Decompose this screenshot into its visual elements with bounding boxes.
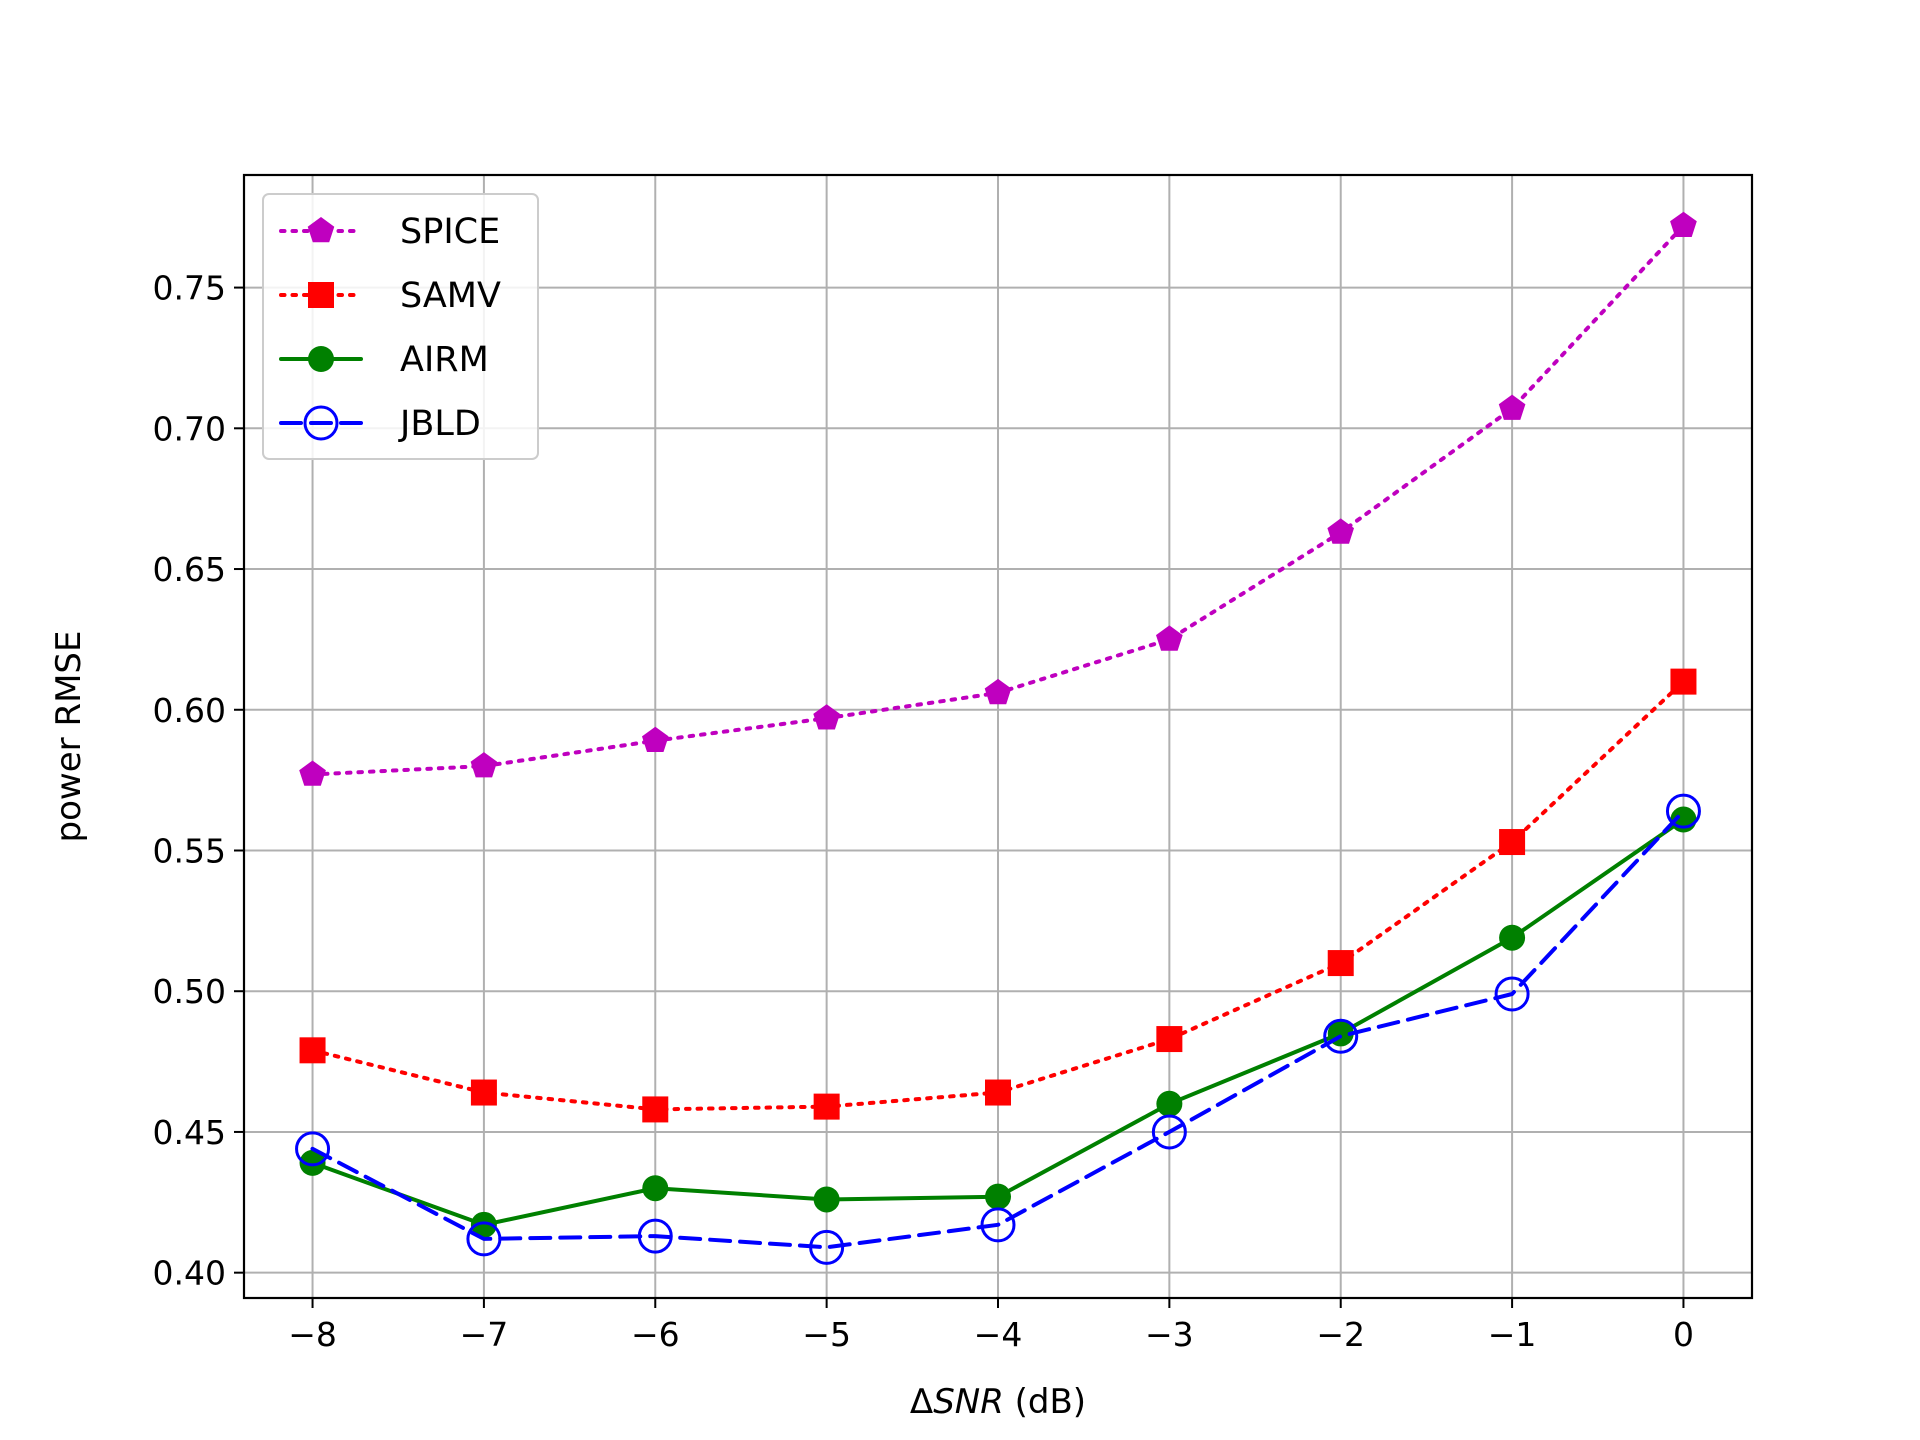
- legend-swatch-marker: [307, 217, 335, 243]
- airm-point: [1499, 924, 1526, 951]
- y-tick-label: 0.45: [153, 1113, 226, 1152]
- jbld-line: [310, 809, 1686, 1250]
- y-tick-label: 0.65: [153, 550, 226, 589]
- spice-point: [984, 678, 1012, 705]
- x-tick-label: −2: [1316, 1315, 1365, 1354]
- jbld-point: [1494, 976, 1530, 1012]
- jbld-point: [1323, 1018, 1359, 1054]
- jbld-point: [1665, 793, 1701, 829]
- y-tick-label: 0.60: [153, 691, 226, 730]
- x-tick-label: −7: [460, 1315, 509, 1354]
- jbld-point: [809, 1229, 845, 1265]
- series-samv: [299, 668, 1697, 1123]
- series-layer: [295, 211, 1701, 1265]
- y-tick-label: 0.55: [153, 831, 226, 870]
- samv-point: [1499, 829, 1526, 856]
- airm-point: [985, 1183, 1011, 1210]
- x-tick-label: −3: [1145, 1315, 1194, 1354]
- legend-box: [262, 193, 539, 460]
- legend-swatch-marker: [308, 282, 334, 308]
- y-tick-label: 0.40: [153, 1254, 226, 1293]
- legend-item-airm: AIRM: [279, 340, 489, 380]
- jbld-point: [1151, 1114, 1187, 1150]
- legend-label: SPICE: [400, 212, 500, 252]
- legend-item-jbld: JBLD: [279, 404, 481, 444]
- x-axis-label-var: SNR: [933, 1382, 1004, 1422]
- legend-label: SAMV: [400, 276, 501, 316]
- samv-point: [470, 1079, 497, 1106]
- samv-point: [1327, 950, 1354, 977]
- legend-swatch-marker: [303, 405, 339, 441]
- spice-point: [470, 752, 498, 778]
- legend-item-samv: SAMV: [279, 276, 501, 316]
- airm-point: [813, 1186, 840, 1213]
- x-tick-label: −6: [631, 1315, 680, 1354]
- samv-point: [1156, 1026, 1183, 1053]
- spice-point: [1327, 518, 1354, 544]
- spice-point: [299, 760, 326, 786]
- jbld-point: [295, 1131, 331, 1167]
- series-airm: [299, 806, 1697, 1238]
- airm-point: [470, 1211, 497, 1238]
- spice-point: [642, 726, 669, 752]
- x-tick-label: −8: [288, 1315, 337, 1354]
- spice-point: [1498, 394, 1526, 420]
- x-axis-label-unit: (dB): [1004, 1382, 1086, 1422]
- y-tick-label: 0.50: [153, 972, 226, 1011]
- x-tick-label: 0: [1673, 1315, 1694, 1354]
- legend-swatch-marker: [308, 346, 334, 372]
- x-axis-label-prefix: Δ: [910, 1382, 933, 1422]
- y-tick-label: 0.75: [153, 269, 226, 308]
- x-tick-label: −4: [974, 1315, 1023, 1354]
- series-jbld: [295, 793, 1701, 1265]
- y-tick-label: 0.70: [153, 409, 226, 448]
- x-tick-label: −1: [1488, 1315, 1537, 1354]
- airm-point: [1156, 1090, 1183, 1117]
- spice-point: [1670, 211, 1697, 237]
- samv-point: [813, 1093, 840, 1120]
- jbld-point: [980, 1207, 1016, 1243]
- spice-point: [813, 704, 840, 730]
- legend-item-spice: SPICE: [279, 212, 500, 252]
- jbld-point: [466, 1221, 502, 1257]
- legend: SPICE SAMV AIRM JBLD: [262, 193, 539, 460]
- airm-point: [299, 1149, 326, 1176]
- samv-point: [1670, 668, 1697, 695]
- series-spice: [299, 211, 1697, 786]
- legend-label: AIRM: [400, 340, 489, 380]
- airm-point: [642, 1175, 669, 1202]
- spice-point: [1156, 625, 1183, 651]
- x-axis-label: ΔSNR (dB): [910, 1382, 1086, 1422]
- x-tick-label: −5: [802, 1315, 851, 1354]
- y-axis-label: power RMSE: [49, 631, 89, 843]
- ticks: −8 −7 −6 −5 −4 −3 −2 −1 0 0.40 0.45 0.50 0.55 0.60 0.6…: [153, 269, 1694, 1354]
- samv-point: [642, 1096, 669, 1123]
- jbld-point: [637, 1218, 673, 1254]
- samv-point: [985, 1079, 1011, 1106]
- samv-point: [299, 1037, 326, 1064]
- legend-label: JBLD: [398, 404, 481, 444]
